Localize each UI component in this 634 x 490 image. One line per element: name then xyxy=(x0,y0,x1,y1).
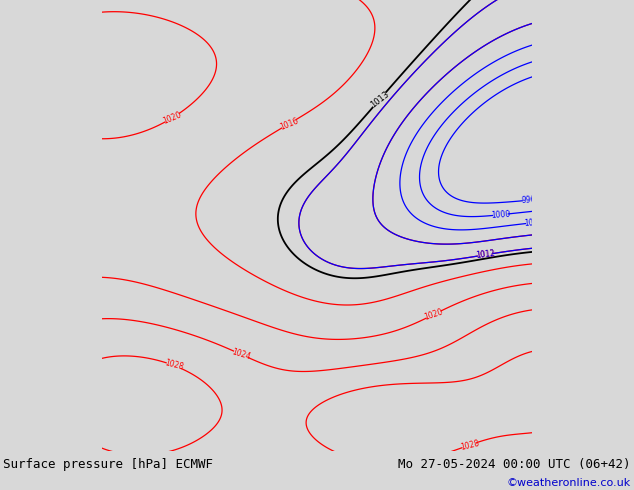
Text: 1024: 1024 xyxy=(445,472,465,482)
Text: 1008: 1008 xyxy=(541,228,560,238)
Text: 1008: 1008 xyxy=(541,228,560,238)
Text: 1012: 1012 xyxy=(475,249,495,260)
Text: 1024: 1024 xyxy=(215,469,236,482)
Text: 1013: 1013 xyxy=(368,90,391,110)
Text: ©weatheronline.co.uk: ©weatheronline.co.uk xyxy=(507,478,631,488)
Text: 996: 996 xyxy=(521,195,536,205)
Text: 1028: 1028 xyxy=(459,439,480,452)
Text: 1012: 1012 xyxy=(475,249,495,260)
Text: 1016: 1016 xyxy=(278,116,299,131)
Text: 1020: 1020 xyxy=(423,307,444,322)
Text: 1020: 1020 xyxy=(162,110,183,125)
Text: 1024: 1024 xyxy=(231,347,252,362)
Text: Mo 27-05-2024 00:00 UTC (06+42): Mo 27-05-2024 00:00 UTC (06+42) xyxy=(398,458,631,471)
Text: 1028: 1028 xyxy=(164,359,184,372)
Text: 1004: 1004 xyxy=(523,218,543,228)
Text: 1000: 1000 xyxy=(491,210,510,220)
Text: Surface pressure [hPa] ECMWF: Surface pressure [hPa] ECMWF xyxy=(3,458,213,471)
